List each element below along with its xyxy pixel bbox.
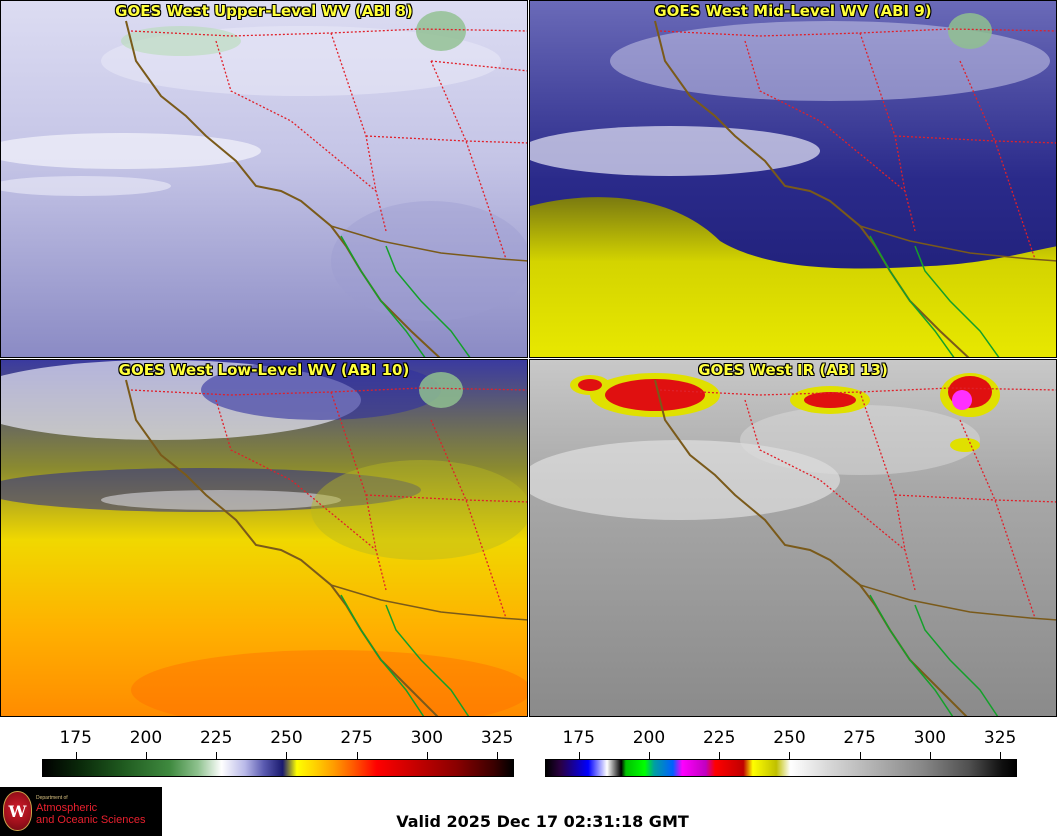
panel-title-mid: GOES West Mid-Level WV (ABI 9) <box>654 2 932 20</box>
tick-label: 200 <box>129 728 163 748</box>
tick-label: 325 <box>983 728 1017 748</box>
upper-level-wv-image <box>1 1 527 357</box>
tick-label: 225 <box>702 728 736 748</box>
tick-label: 275 <box>340 728 373 748</box>
tick-mark <box>216 752 218 759</box>
tick-mark <box>648 752 650 759</box>
tick-label: 275 <box>843 728 876 748</box>
uw-crest-icon: W <box>3 791 32 831</box>
mid-level-wv-image <box>530 1 1056 357</box>
wv-colorbar <box>42 759 514 777</box>
panel-title-ir: GOES West IR (ABI 13) <box>698 361 888 379</box>
mid-level-wv-panel: GOES West Mid-Level WV (ABI 9) <box>529 0 1057 358</box>
low-level-wv-panel: GOES West Low-Level WV (ABI 10) <box>0 359 528 717</box>
tick-label: 200 <box>632 728 666 748</box>
ir-scale-ticks: 175 200 225 250 275 300 325 <box>545 728 1017 759</box>
wv-scale-ticks: 175 200 225 250 275 300 325 <box>42 728 514 759</box>
upper-level-wv-panel: GOES West Upper-Level WV (ABI 8) <box>0 0 528 358</box>
tick-mark <box>1000 752 1002 759</box>
tick-mark <box>286 752 288 759</box>
tick-mark <box>75 752 77 759</box>
tick-label: 250 <box>270 728 303 748</box>
aos-logo[interactable]: W Department of Atmospheric and Oceanic … <box>0 787 162 836</box>
tick-mark <box>145 752 147 759</box>
tick-label: 300 <box>913 728 947 748</box>
valid-time: Valid 2025 Dec 17 02:31:18 GMT <box>396 812 689 831</box>
tick-label: 325 <box>480 728 514 748</box>
tick-mark <box>859 752 861 759</box>
logo-line-1: Atmospheric <box>36 802 98 814</box>
tick-mark <box>578 752 580 759</box>
logo-line-2: and Oceanic Sciences <box>36 814 146 826</box>
tick-mark <box>789 752 791 759</box>
ir-image <box>530 360 1056 716</box>
tick-label: 225 <box>199 728 233 748</box>
panel-title-low: GOES West Low-Level WV (ABI 10) <box>118 361 410 379</box>
tick-label: 300 <box>410 728 444 748</box>
tick-mark <box>497 752 499 759</box>
tick-mark <box>426 752 428 759</box>
tick-mark <box>356 752 358 759</box>
tick-label: 175 <box>562 728 595 748</box>
tick-label: 175 <box>59 728 92 748</box>
panel-title-upper: GOES West Upper-Level WV (ABI 8) <box>115 2 413 20</box>
ir-panel: GOES West IR (ABI 13) <box>529 359 1057 717</box>
ir-colorbar <box>545 759 1017 777</box>
wv-temperature-scale: 175 200 225 250 275 300 325 <box>42 728 514 780</box>
tick-label: 250 <box>773 728 806 748</box>
low-level-wv-image <box>1 360 527 716</box>
ir-temperature-scale: 175 200 225 250 275 300 325 <box>545 728 1017 780</box>
logo-department-text: Department of <box>36 795 68 801</box>
tick-mark <box>929 752 931 759</box>
tick-mark <box>719 752 721 759</box>
